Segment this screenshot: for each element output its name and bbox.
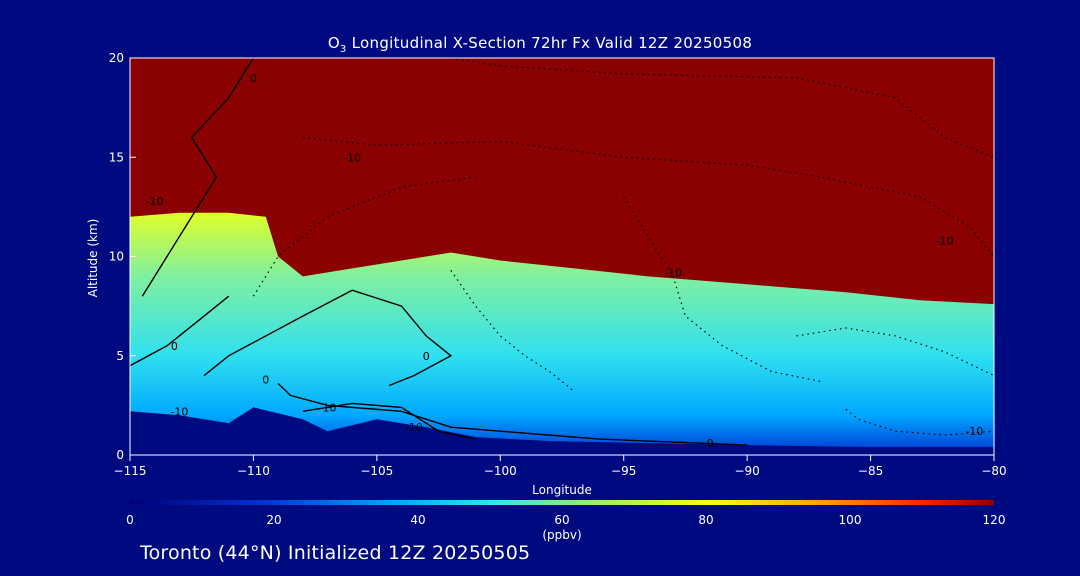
- contour-label: -10: [343, 151, 361, 164]
- contour-label: -10: [170, 405, 188, 418]
- contour-solid-2: [203, 289, 453, 387]
- contour-label: 0: [171, 340, 178, 353]
- contour-label: -10: [664, 266, 682, 279]
- stratosphere-region: [130, 58, 994, 305]
- x-tick-label: −115: [114, 464, 147, 478]
- y-tick-label: 15: [109, 150, 124, 164]
- y-tick-label: 5: [116, 349, 124, 363]
- contour-solid-4: [302, 402, 476, 440]
- contour-dotted-0: [450, 58, 994, 158]
- contour-solid-3: [277, 382, 748, 446]
- y-axis-label: Altitude (km): [86, 219, 100, 298]
- contour-lines: 0 0 0 0 0 -10 -10 -10 -10 -10 -10 -10 -10: [130, 58, 994, 450]
- contour-label: -10: [936, 235, 954, 248]
- colorbar: [130, 500, 994, 505]
- contour-dotted-5: [796, 327, 994, 377]
- y-tick-label: 10: [109, 250, 124, 264]
- x-tick-label: −85: [858, 464, 883, 478]
- x-tick-label: −90: [734, 464, 759, 478]
- y-tick-label: 20: [109, 51, 124, 65]
- location-subtitle: Toronto (44°N) Initialized 12Z 20250505: [140, 542, 531, 564]
- x-tick-label: −95: [611, 464, 636, 478]
- x-tick-label: −100: [484, 464, 517, 478]
- colorbar-tick-label: 20: [266, 513, 281, 527]
- colorbar-tick-label: 60: [554, 513, 569, 527]
- contour-dotted-1: [302, 136, 994, 257]
- colorbar-tick-label: 100: [839, 513, 862, 527]
- surface-region: [130, 407, 994, 455]
- y-tick-label: 0: [116, 448, 124, 462]
- x-axis-label: Longitude: [532, 483, 592, 497]
- colorbar-label: (ppbv): [542, 528, 581, 542]
- x-axis: −115 −110 −105 −100 −95 −90 −85 −80: [114, 455, 1007, 478]
- x-tick-label: −105: [360, 464, 393, 478]
- chart-title: O3 Longitudinal X-Section 72hr Fx Valid …: [327, 34, 753, 55]
- colorbar-tick-label: 40: [410, 513, 425, 527]
- x-tick-label: −80: [981, 464, 1006, 478]
- contour-label: -10: [146, 195, 164, 208]
- contour-label: 0: [250, 72, 257, 85]
- colorbar-tick-label: 0: [126, 513, 134, 527]
- contour-label: 0: [262, 374, 269, 387]
- y-axis: 0 5 10 15 20: [109, 51, 136, 462]
- contour-label: -10: [965, 425, 983, 438]
- contour-label: -10: [319, 401, 337, 414]
- contour-label: -10: [405, 421, 423, 434]
- colorbar-tick-label: 80: [698, 513, 713, 527]
- contour-label: 0: [707, 437, 714, 450]
- contour-label: 0: [423, 350, 430, 363]
- x-tick-label: −110: [237, 464, 270, 478]
- contour-solid-0: [141, 58, 254, 297]
- colorbar-tick-label: 120: [983, 513, 1006, 527]
- contour-dotted-2: [252, 176, 476, 297]
- colorbar-ticks: 0 20 40 60 80 100 120: [126, 513, 1005, 527]
- contour-solid-1: [130, 295, 230, 367]
